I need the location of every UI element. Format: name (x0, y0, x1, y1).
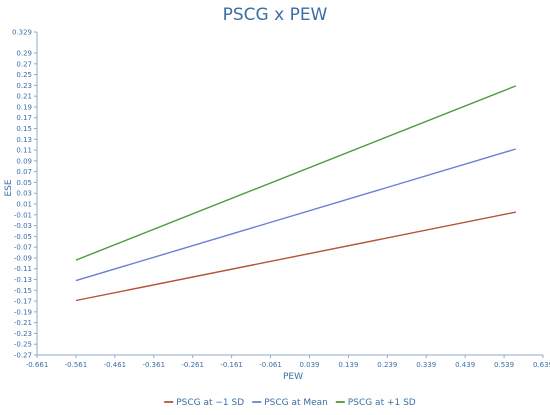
y-tick-label: 0.19 (16, 103, 32, 111)
y-tick-label: 0.05 (16, 179, 32, 187)
y-tick-label: 0.23 (16, 82, 32, 90)
y-tick-label: -0.05 (14, 233, 32, 241)
y-tick-label: 0.11 (16, 147, 32, 155)
x-tick-label: 0.239 (377, 361, 397, 369)
y-tick-label: 0.01 (16, 201, 32, 209)
x-axis-title: PEW (283, 372, 303, 382)
y-tick-label: 0.15 (16, 125, 32, 133)
series-line-0 (75, 211, 516, 302)
legend-item: PSCG at −1 SD (164, 398, 244, 408)
y-tick-label: -0.25 (14, 341, 32, 349)
y-tick-label: -0.09 (14, 254, 32, 262)
y-tick-label: 0.07 (16, 168, 32, 176)
legend: PSCG at −1 SD PSCG at Mean PSCG at +1 SD (164, 398, 416, 408)
y-tick-label: 0.21 (16, 93, 32, 101)
y-tick-label: 0.25 (16, 71, 32, 79)
y-axis-title: ESE (4, 179, 14, 196)
y-tick-label: 0.09 (16, 157, 32, 165)
x-tick-label: -0.661 (26, 361, 49, 369)
x-tick-label: -0.261 (181, 361, 204, 369)
y-tick-label: -0.03 (14, 222, 32, 230)
y-tick-label: -0.01 (14, 211, 32, 219)
x-tick-label: 0.539 (494, 361, 514, 369)
series-line-2 (75, 85, 517, 261)
x-tick-label: 0.439 (455, 361, 475, 369)
series-line-1 (75, 148, 517, 282)
x-tick-label: 0.339 (416, 361, 436, 369)
series-group (75, 85, 517, 302)
legend-label: PSCG at Mean (264, 398, 328, 408)
chart-title: PSCG x PEW (223, 5, 328, 25)
axes-group: 0.329 0.29 0.27 0.25 0.23 0.21 0.19 0.17 0.15 0.1… (12, 29, 550, 370)
legend-label: PSCG at −1 SD (176, 398, 244, 408)
x-tick-label: 0.639 (533, 361, 550, 369)
x-tick-label: -0.561 (65, 361, 88, 369)
x-tick-label: -0.461 (104, 361, 127, 369)
y-tick-label: -0.27 (14, 352, 32, 360)
y-tick-label: 0.13 (16, 136, 32, 144)
y-tick-label: 0.29 (16, 50, 32, 58)
x-tick-label: 0.139 (338, 361, 358, 369)
legend-label: PSCG at +1 SD (348, 398, 416, 408)
y-tick-label: -0.23 (14, 330, 32, 338)
x-tick-label: -0.161 (220, 361, 243, 369)
y-tick-label: -0.13 (14, 276, 32, 284)
y-tick-label: -0.19 (14, 308, 32, 316)
y-tick-label: -0.07 (14, 244, 32, 252)
legend-item: PSCG at +1 SD (335, 398, 416, 408)
legend-item: PSCG at Mean (252, 398, 328, 408)
y-tick-label: 0.03 (16, 190, 32, 198)
x-tick-label: 0.039 (299, 361, 319, 369)
y-tick-label: 0.27 (16, 60, 32, 68)
y-tick-label: -0.15 (14, 287, 32, 295)
x-tick-label: -0.061 (259, 361, 282, 369)
x-tick-label: -0.361 (142, 361, 165, 369)
y-tick-label: 0.17 (16, 114, 32, 122)
y-tick-label: -0.17 (14, 298, 32, 306)
y-tick-label: 0.329 (12, 29, 32, 37)
y-tick-label: -0.11 (14, 265, 32, 273)
y-tick-label: -0.21 (14, 319, 32, 327)
